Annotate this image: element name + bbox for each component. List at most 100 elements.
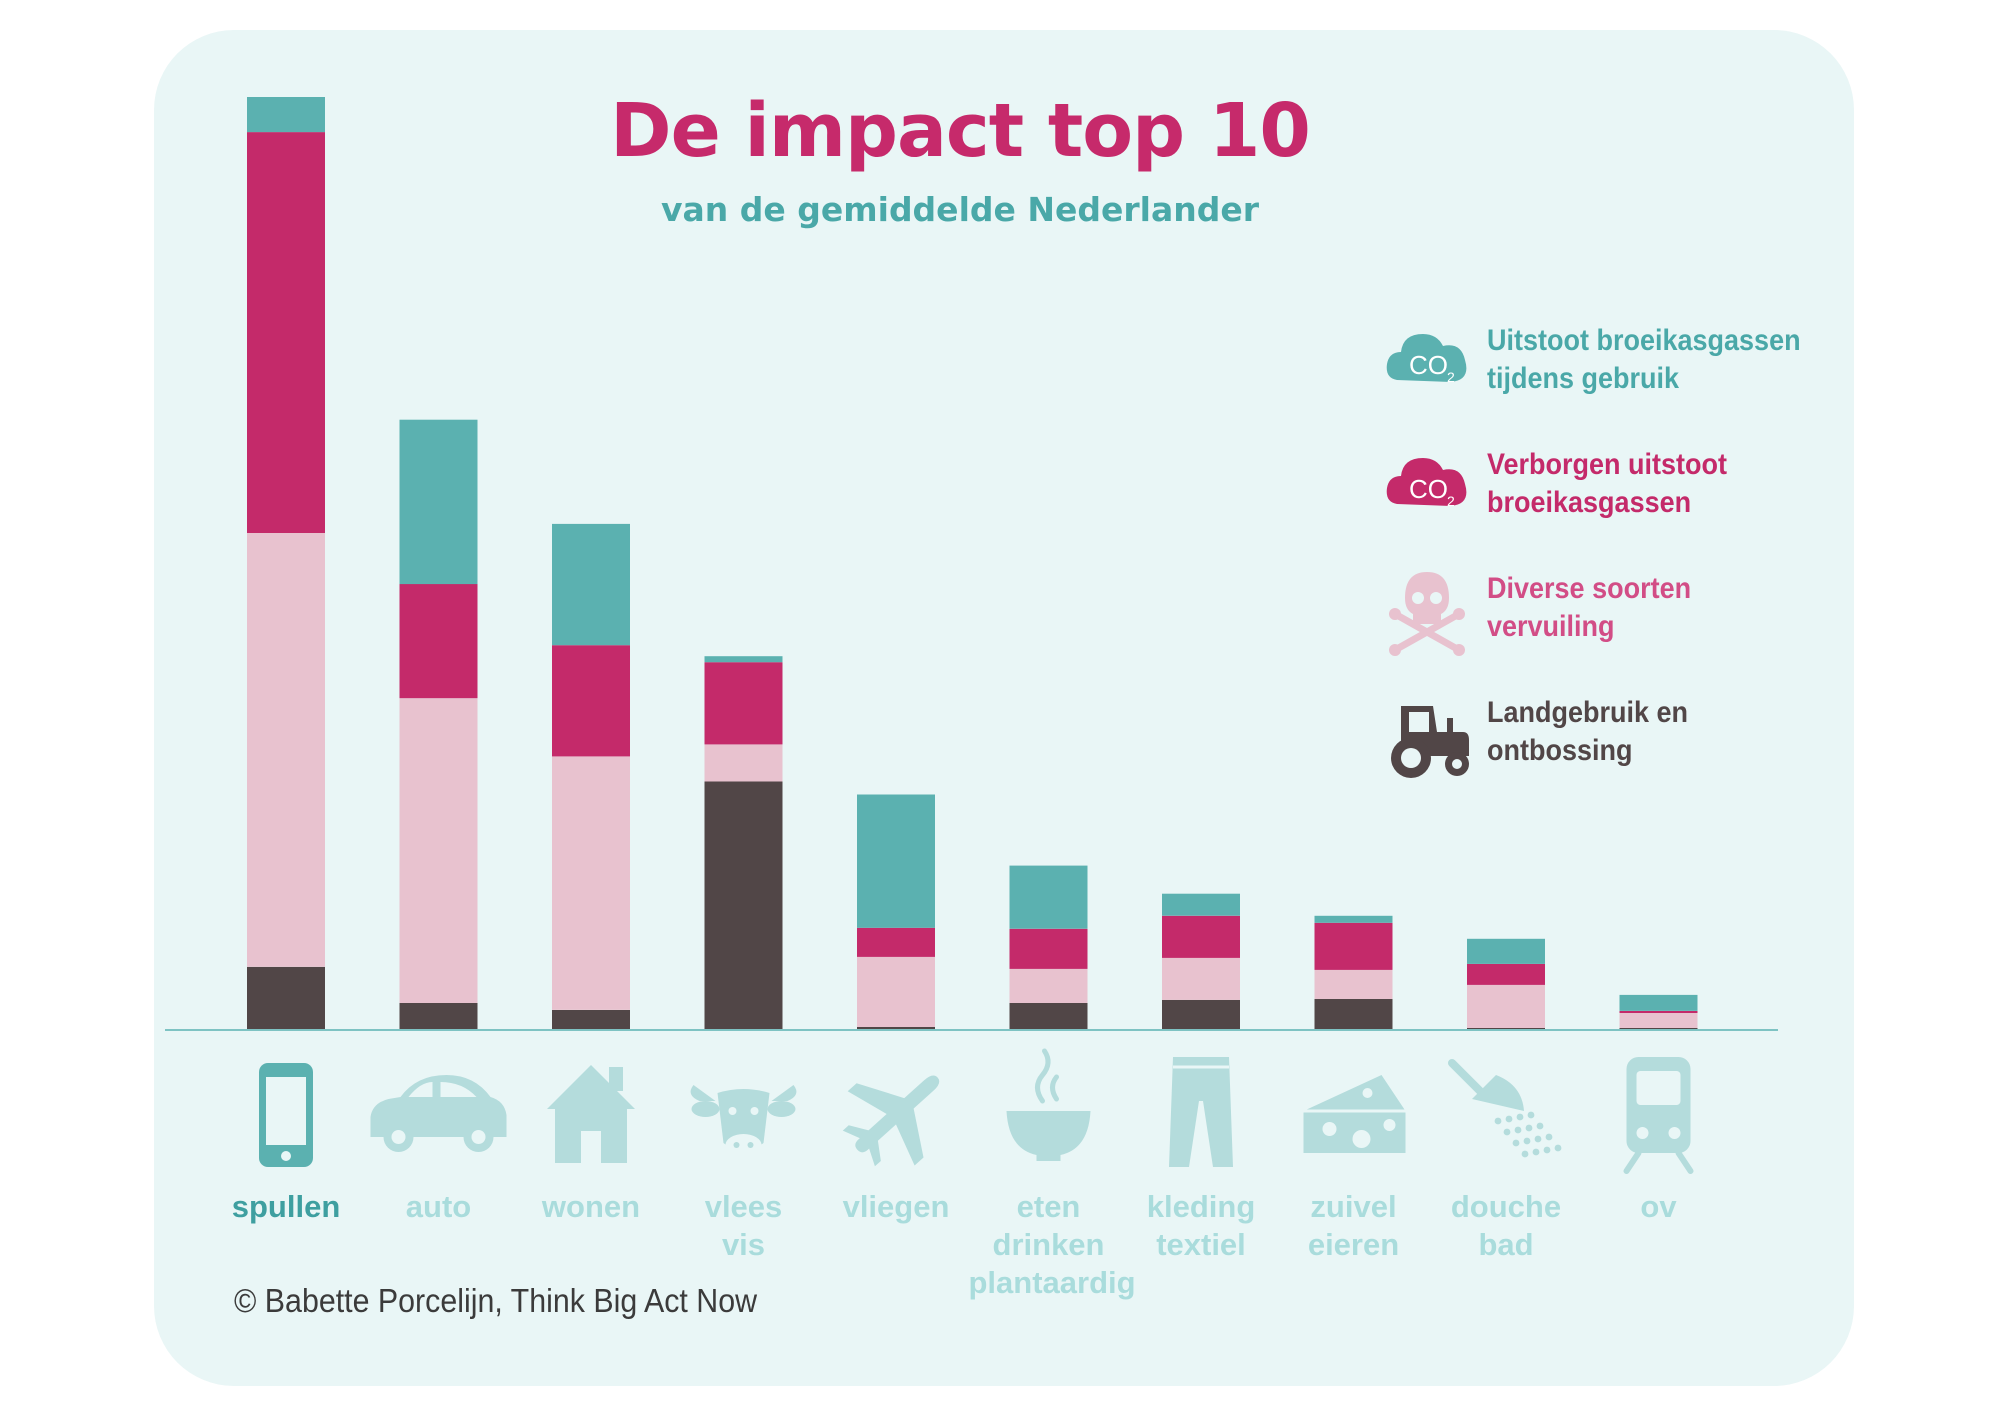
bar-segment-vervuiling (1009, 968, 1088, 1003)
tractor-icon (1391, 706, 1469, 778)
category-label-line: spullen (231, 1189, 341, 1224)
bar-segment-uitstoot (1467, 938, 1545, 964)
legend-label: Verborgen uitstoot broeikasgassen (1487, 446, 1811, 522)
category-label-line: vlees (704, 1189, 783, 1224)
bar-segment-vervuiling (1162, 957, 1240, 1000)
bar-segment-verborgen (1467, 963, 1545, 985)
bar-segment-vervuiling (857, 956, 935, 1027)
bar-segment-verborgen (1162, 915, 1240, 958)
category-label-line: plantaardig (968, 1265, 1136, 1300)
bar-segment-verborgen (704, 662, 783, 745)
bar-segment-landgebruik (1314, 998, 1393, 1030)
bar-segment-verborgen (1619, 1011, 1698, 1013)
legend-label-line: ontbossing (1487, 734, 1633, 767)
category-label-2: auto (359, 1188, 519, 1226)
bar-9 (1467, 938, 1545, 1030)
legend-label-line: Landgebruik en (1487, 696, 1689, 729)
category-label-line: kleding (1146, 1189, 1256, 1224)
skull-crossbones-icon (1389, 572, 1465, 656)
bar-1 (247, 97, 325, 1030)
legend-item-vervuiling: Diverse soorten vervuiling (1385, 568, 1835, 658)
bar-segment-vervuiling (1467, 984, 1545, 1028)
bar-segment-vervuiling (704, 744, 783, 782)
category-label-4: vlees vis (664, 1188, 824, 1264)
phone-icon (259, 1063, 313, 1167)
bowl-icon (1006, 1048, 1091, 1161)
co2-cloud-icon: CO 2 (1386, 458, 1467, 509)
bar-segment-verborgen (1009, 928, 1088, 969)
cow-icon (690, 1085, 797, 1156)
bar-segment-vervuiling (1619, 1013, 1698, 1028)
category-label-5: vliegen (816, 1188, 976, 1226)
bar-segment-uitstoot (1009, 865, 1088, 929)
category-icons (259, 1048, 1694, 1174)
bar-segment-verborgen (552, 645, 630, 757)
category-label-9: douche bad (1426, 1188, 1586, 1264)
bar-segment-landgebruik (552, 1010, 630, 1030)
bar-segment-uitstoot (857, 794, 935, 928)
legend-icon-text: CO (1409, 474, 1448, 504)
category-label-line: ov (1640, 1189, 1677, 1224)
category-label-line: vis (721, 1227, 766, 1262)
category-label-line: eieren (1307, 1227, 1400, 1262)
bar-segment-landgebruik (857, 1027, 935, 1030)
category-label-line: zuivel (1310, 1189, 1397, 1224)
bar-segment-vervuiling (399, 698, 478, 1003)
category-label-line: textiel (1156, 1227, 1246, 1262)
legend-label-line: Uitstoot broeikasgassen (1487, 324, 1801, 357)
legend-icon-subscript: 2 (1447, 493, 1455, 509)
bar-10 (1619, 994, 1698, 1030)
shower-icon (1448, 1059, 1562, 1158)
category-label-3: wonen (511, 1188, 671, 1226)
category-label-10: ov (1579, 1188, 1739, 1226)
bar-5 (857, 794, 935, 1030)
bar-segment-uitstoot (552, 523, 630, 646)
bar-segment-verborgen (247, 132, 325, 533)
legend-icon-text: CO (1409, 350, 1448, 380)
bar-7 (1162, 893, 1240, 1030)
chart-subtitle: van de gemiddelde Nederlander (660, 190, 1259, 229)
chart-title: De impact top 10 (610, 88, 1311, 174)
category-label-line: vliegen (842, 1189, 950, 1224)
cheese-icon (1303, 1075, 1406, 1153)
legend-label: Landgebruik en ontbossing (1487, 694, 1811, 770)
airplane-icon (842, 1075, 940, 1167)
legend-label-line: tijdens gebruik (1487, 362, 1680, 395)
bar-segment-landgebruik (1162, 999, 1240, 1030)
bar-segment-vervuiling (1314, 969, 1393, 999)
bar-segment-verborgen (1314, 922, 1393, 970)
bar-segment-landgebruik (704, 781, 783, 1030)
legend-item-landgebruik: Landgebruik en ontbossing (1385, 692, 1835, 782)
co2-cloud-icon: CO 2 (1386, 334, 1467, 385)
bar-segment-uitstoot (704, 656, 783, 663)
category-label-line: drinken (992, 1227, 1105, 1262)
bar-2 (399, 419, 478, 1030)
bar-segment-vervuiling (552, 756, 630, 1010)
bar-segment-landgebruik (247, 966, 325, 1030)
bar-segment-verborgen (857, 927, 935, 957)
bar-segment-verborgen (399, 584, 478, 699)
legend-icon-subscript: 2 (1447, 369, 1455, 385)
category-label-1: spullen (206, 1188, 366, 1226)
bar-segment-uitstoot (1162, 893, 1240, 916)
train-icon (1623, 1057, 1694, 1174)
category-label-6: eten drinken plantaardig (968, 1188, 1136, 1302)
house-icon (547, 1065, 635, 1163)
legend-label: Diverse soorten vervuiling (1487, 570, 1811, 646)
bar-6 (1009, 865, 1088, 1030)
legend-item-uitstoot: CO 2 Uitstoot broeikasgassen tijdens gebrui… (1385, 320, 1835, 410)
bar-segment-uitstoot (1619, 994, 1698, 1011)
bar-4 (704, 656, 783, 1030)
copyright-note: © Babette Porcelijn, Think Big Act Now (234, 1282, 758, 1319)
category-label-8: zuivel eieren (1274, 1188, 1434, 1264)
bar-segment-uitstoot (247, 97, 325, 133)
legend-label-line: broeikasgassen (1487, 486, 1692, 519)
category-label-line: wonen (541, 1189, 641, 1224)
legend-label-line: Verborgen uitstoot (1487, 448, 1728, 481)
trousers-icon (1169, 1057, 1233, 1167)
legend-label-line: vervuiling (1487, 610, 1615, 643)
bar-segment-vervuiling (247, 532, 325, 967)
bar-3 (552, 523, 630, 1030)
bar-8 (1314, 915, 1393, 1030)
